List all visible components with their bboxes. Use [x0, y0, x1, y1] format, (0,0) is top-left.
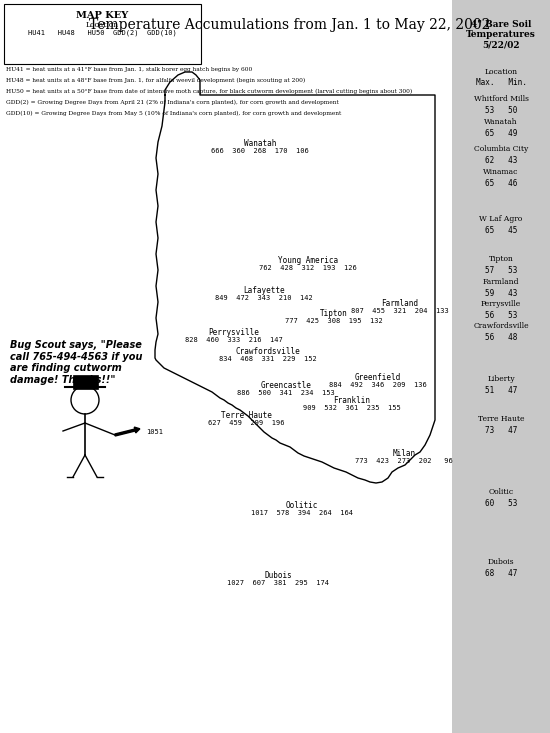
Text: GDD(2) = Growing Degree Days from April 21 (2% of Indiana's corn planted), for c: GDD(2) = Growing Degree Days from April …	[6, 100, 339, 106]
Text: 53   50: 53 50	[485, 106, 517, 115]
Text: Lafayette: Lafayette	[243, 286, 285, 295]
Text: 1051: 1051	[146, 429, 163, 435]
Text: HU41 = heat units at a 41°F base from Jan. 1, stalk borer egg hatch begins by 60: HU41 = heat units at a 41°F base from Ja…	[6, 67, 252, 72]
Text: 773  423  273  202   96: 773 423 273 202 96	[355, 458, 453, 464]
Text: Temperature Accumulations from Jan. 1 to May 22, 2002: Temperature Accumulations from Jan. 1 to…	[89, 18, 491, 32]
Text: 68   47: 68 47	[485, 569, 517, 578]
Text: Crawfordsville: Crawfordsville	[473, 322, 529, 330]
Text: 57   53: 57 53	[485, 266, 517, 275]
Text: HU48 = heat units at a 48°F base from Jan. 1, for alfalfa weevil development (be: HU48 = heat units at a 48°F base from Ja…	[6, 78, 305, 84]
Text: HU50 = heat units at a 50°F base from date of intensive moth capture, for black : HU50 = heat units at a 50°F base from da…	[6, 89, 412, 95]
Text: Young America: Young America	[278, 256, 338, 265]
Text: Perrysville: Perrysville	[208, 328, 260, 337]
Text: Location: Location	[86, 21, 119, 29]
Text: Whitford Mills: Whitford Mills	[474, 95, 529, 103]
Text: 60   53: 60 53	[485, 499, 517, 508]
Text: Wanatah: Wanatah	[484, 118, 518, 126]
Text: 51   47: 51 47	[485, 386, 517, 395]
Text: Oolitic: Oolitic	[286, 501, 318, 510]
Text: 666  360  268  170  106: 666 360 268 170 106	[211, 148, 309, 154]
Text: W Laf Agro: W Laf Agro	[480, 215, 522, 223]
Text: 56   48: 56 48	[485, 333, 517, 342]
Text: Greenfield: Greenfield	[355, 373, 401, 382]
Text: 777  425  308  195  132: 777 425 308 195 132	[285, 318, 383, 324]
Text: 1027  607  381  295  174: 1027 607 381 295 174	[227, 580, 329, 586]
Text: Farmland: Farmland	[382, 299, 419, 308]
Text: Tipton: Tipton	[320, 309, 348, 318]
Text: Milan: Milan	[393, 449, 416, 458]
Text: Dubois: Dubois	[264, 571, 292, 580]
Text: Columbia City: Columbia City	[474, 145, 528, 153]
Text: 828  460  333  216  147: 828 460 333 216 147	[185, 337, 283, 343]
Text: Crawfordsville: Crawfordsville	[235, 347, 300, 356]
Text: 73   47: 73 47	[485, 426, 517, 435]
Bar	[452, 0, 550, 733]
Text: Perrysville: Perrysville	[481, 300, 521, 308]
Text: GDD(10) = Growing Degree Days from May 5 (10% of Indiana's corn planted), for co: GDD(10) = Growing Degree Days from May 5…	[6, 111, 342, 117]
FancyArrow shape	[115, 427, 140, 436]
Text: 909  532  361  235  155: 909 532 361 235 155	[303, 405, 401, 411]
Text: Franklin: Franklin	[333, 396, 371, 405]
Text: Tipton: Tipton	[488, 255, 514, 263]
Text: 886  500  341  234  153: 886 500 341 234 153	[237, 390, 335, 396]
Text: MAP KEY: MAP KEY	[76, 11, 129, 20]
Text: 4" Bare Soil
Temperatures
5/22/02: 4" Bare Soil Temperatures 5/22/02	[466, 20, 536, 50]
Text: Dubois: Dubois	[488, 558, 514, 566]
Text: HU41   HU48   HU50  GDD(2)  GDD(10): HU41 HU48 HU50 GDD(2) GDD(10)	[28, 29, 177, 35]
Text: Bug Scout says, "Please
call 765-494-4563 if you
are finding cutworm
damage! Tha: Bug Scout says, "Please call 765-494-456…	[10, 340, 142, 385]
Text: 65   46: 65 46	[485, 179, 517, 188]
Text: Wanatah: Wanatah	[244, 139, 276, 148]
Text: Farmland: Farmland	[483, 278, 519, 286]
Text: Terre Haute: Terre Haute	[221, 411, 272, 420]
Text: 807  455  321  204  133: 807 455 321 204 133	[351, 308, 449, 314]
Text: 884  492  346  209  136: 884 492 346 209 136	[329, 382, 427, 388]
Text: 834  468  331  229  152: 834 468 331 229 152	[219, 356, 317, 362]
Text: Liberty: Liberty	[487, 375, 515, 383]
FancyBboxPatch shape	[4, 4, 201, 64]
FancyBboxPatch shape	[73, 375, 97, 388]
Text: 762  428  312  193  126: 762 428 312 193 126	[259, 265, 357, 271]
Text: Terre Haute: Terre Haute	[478, 415, 524, 423]
Text: 65   49: 65 49	[485, 129, 517, 138]
Text: 627  459  299  196: 627 459 299 196	[208, 420, 284, 426]
Text: 56   53: 56 53	[485, 311, 517, 320]
Text: 59   43: 59 43	[485, 289, 517, 298]
Text: 1017  578  394  264  164: 1017 578 394 264 164	[251, 510, 353, 516]
Text: Location: Location	[485, 68, 518, 76]
Text: Max.   Min.: Max. Min.	[476, 78, 526, 87]
Text: 65   45: 65 45	[485, 226, 517, 235]
Text: Oolitic: Oolitic	[488, 488, 514, 496]
Text: 62   43: 62 43	[485, 156, 517, 165]
Text: Winamac: Winamac	[483, 168, 519, 176]
Text: 849  472  343  210  142: 849 472 343 210 142	[215, 295, 313, 301]
Text: Greencastle: Greencastle	[261, 381, 311, 390]
